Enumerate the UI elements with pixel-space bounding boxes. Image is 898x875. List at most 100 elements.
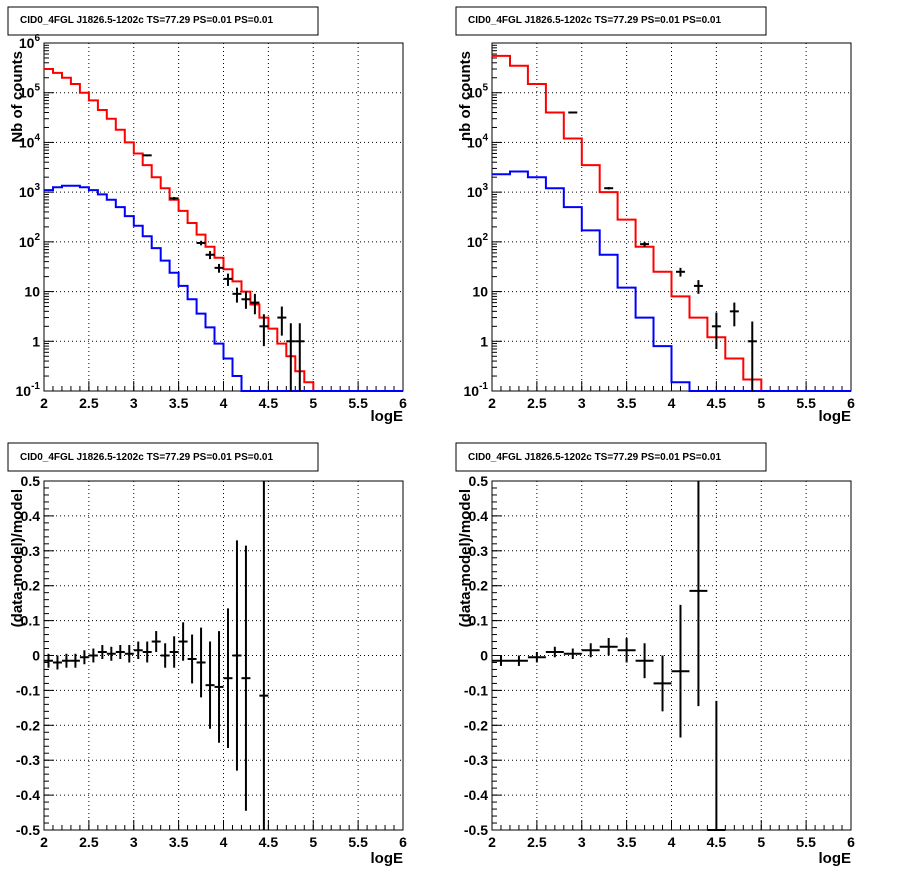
y-tick-label: 0 [480, 648, 488, 664]
data-point [88, 648, 98, 663]
y-tick-label: -0.3 [464, 752, 488, 768]
x-tick-label: 5.5 [348, 834, 368, 850]
x-tick-label: 6 [399, 834, 407, 850]
data-point [232, 287, 242, 303]
y-axis-label: Nb of counts [9, 51, 26, 143]
chart-panel-2: CID0_4FGL J1826.5-1202c TS=77.29 PS=0.01… [455, 6, 855, 425]
data-point [581, 643, 600, 658]
data-point [545, 646, 564, 658]
data-point [492, 655, 510, 666]
y-tick-label: 0.4 [21, 508, 41, 524]
x-tick-label: 4 [220, 834, 228, 850]
title-box [7, 6, 319, 36]
data-point [151, 631, 161, 653]
y-tick-label: -0.2 [464, 717, 488, 733]
data-point [563, 648, 582, 659]
data-point [142, 154, 152, 157]
x-tick-label: 2 [40, 395, 48, 411]
chart-panel-4: CID0_4FGL J1826.5-1202c TS=77.29 PS=0.01… [455, 442, 855, 867]
title-box [455, 442, 767, 472]
x-axis-label: logE [371, 850, 404, 867]
x-tick-label: 2 [488, 395, 496, 411]
x-tick-label: 2 [40, 834, 48, 850]
x-tick-label: 3.5 [169, 834, 189, 850]
data-point [689, 481, 708, 707]
chart-panel-1: CID0_4FGL J1826.5-1202c TS=77.29 PS=0.01… [7, 6, 407, 425]
data-point [286, 323, 296, 391]
data-point [214, 263, 224, 273]
x-tick-label: 4.5 [707, 834, 727, 850]
y-tick-label: 0.1 [469, 613, 489, 629]
data-point [133, 641, 143, 659]
y-tick-label: 10 [24, 284, 40, 300]
y-axis-label: nb of counts [457, 51, 474, 141]
y-tick-label: -0.5 [16, 822, 40, 838]
data-point [44, 653, 53, 668]
data-point [70, 653, 80, 668]
y-tick-label: 102 [467, 232, 489, 250]
plot-frame [43, 480, 404, 831]
y-axis-label: (data-model)/model [9, 489, 26, 627]
x-tick-label: 5 [309, 395, 317, 411]
x-tick-label: 6 [847, 395, 855, 411]
y-tick-label: 1 [480, 333, 488, 349]
x-tick-label: 6 [399, 395, 407, 411]
data-point [640, 241, 650, 247]
x-tick-label: 3 [578, 395, 586, 411]
histogram-series-2 [44, 184, 403, 392]
x-tick-label: 4.5 [259, 395, 279, 411]
x-tick-label: 3 [578, 834, 586, 850]
x-tick-label: 4.5 [707, 395, 727, 411]
x-tick-label: 5 [757, 395, 765, 411]
data-point [277, 306, 287, 336]
data-point [52, 655, 62, 670]
plot-frame [491, 480, 852, 831]
x-tick-label: 2.5 [79, 395, 99, 411]
y-tick-label: 105 [19, 83, 41, 101]
x-axis-label: logE [819, 408, 852, 425]
y-tick-label: -0.1 [16, 682, 40, 698]
histogram-series-1 [44, 68, 403, 392]
data-point [232, 540, 242, 771]
data-point [61, 653, 71, 668]
data-point [671, 604, 690, 738]
data-point [599, 638, 618, 656]
chart-title: CID0_4FGL J1826.5-1202c TS=77.29 PS=0.01… [468, 15, 721, 26]
data-point [196, 240, 206, 246]
y-tick-label: 103 [467, 182, 489, 200]
x-axis-label: logE [371, 408, 404, 425]
data-point [115, 645, 125, 659]
x-tick-label: 4 [668, 834, 676, 850]
y-tick-label: 0.3 [469, 543, 489, 559]
x-axis-label: logE [819, 850, 852, 867]
data-point [259, 481, 269, 830]
data-point [106, 646, 116, 661]
chart-title: CID0_4FGL J1826.5-1202c TS=77.29 PS=0.01… [20, 15, 273, 26]
plot-frame [43, 42, 404, 392]
y-tick-label: -0.1 [464, 682, 488, 698]
data-point [711, 312, 721, 349]
data-point [707, 700, 726, 831]
data-point [178, 622, 188, 661]
data-point [729, 302, 739, 327]
x-tick-label: 2 [488, 834, 496, 850]
data-point [527, 652, 546, 663]
y-tick-label: -0.4 [464, 787, 488, 803]
data-point [160, 643, 170, 668]
y-tick-label: 102 [19, 232, 41, 250]
y-tick-label: 0.4 [469, 508, 489, 524]
data-point [223, 608, 233, 748]
y-tick-label: -0.3 [16, 752, 40, 768]
plot-frame [491, 42, 852, 392]
y-tick-label: -0.5 [464, 822, 488, 838]
data-point [124, 645, 134, 663]
data-point [747, 321, 757, 391]
x-tick-label: 5 [757, 834, 765, 850]
data-point [693, 280, 703, 294]
x-tick-label: 3.5 [617, 834, 637, 850]
y-tick-label: -0.4 [16, 787, 40, 803]
data-point [142, 641, 152, 663]
y-tick-label: 0.5 [21, 473, 41, 489]
data-point [568, 111, 578, 114]
